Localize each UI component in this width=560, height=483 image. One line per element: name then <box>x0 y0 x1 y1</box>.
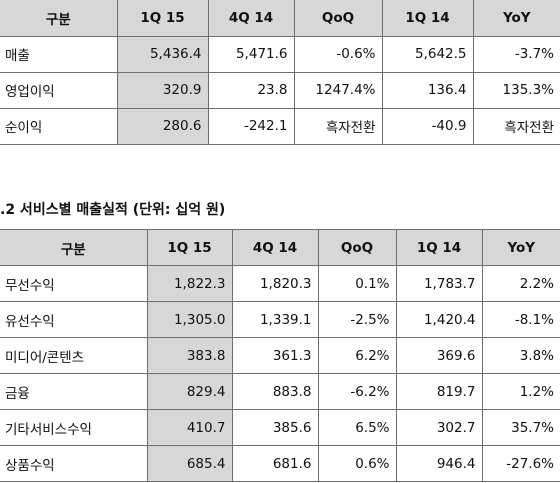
cell-1q15: 5,436.4 <box>116 35 209 73</box>
cell-4q14: 1,820.3 <box>231 265 319 302</box>
cell-1q15: 685.4 <box>146 445 233 482</box>
header-cell: YoY <box>472 0 560 37</box>
cell-qoq: 흑자전환 <box>293 107 383 145</box>
cell-qoq: -6.2% <box>317 373 397 410</box>
header-cell: QoQ <box>293 0 383 37</box>
summary-table: 구분 1Q 15 4Q 14 QoQ 1Q 14 YoY 매출 5,436.4 … <box>0 0 560 145</box>
cell-qoq: 6.5% <box>317 409 397 446</box>
cell-4q14: 23.8 <box>207 71 295 109</box>
cell-yoy: -8.1% <box>481 301 560 338</box>
cell-yoy: -27.6% <box>481 445 560 482</box>
header-cell: 1Q 15 <box>116 0 209 37</box>
header-cell: 1Q 14 <box>395 229 483 266</box>
cell-4q14: 5,471.6 <box>207 35 295 73</box>
cell-1q14: 1,420.4 <box>395 301 483 338</box>
section-title: .2 서비스별 매출실적 (단위: 십억 원) <box>0 202 226 218</box>
cell-1q15: 280.6 <box>116 107 209 145</box>
header-cell: 1Q 15 <box>146 229 233 266</box>
table-row: 무선수익 1,822.3 1,820.3 0.1% 1,783.7 2.2% <box>0 265 560 302</box>
cell-qoq: 1247.4% <box>293 71 383 109</box>
row-label: 영업이익 <box>0 71 118 109</box>
cell-yoy: 35.7% <box>481 409 560 446</box>
row-label: 유선수익 <box>0 301 148 338</box>
row-label: 기타서비스수익 <box>0 409 148 446</box>
cell-qoq: -0.6% <box>293 35 383 73</box>
cell-1q14: -40.9 <box>381 107 474 145</box>
table-row: 상품수익 685.4 681.6 0.6% 946.4 -27.6% <box>0 445 560 482</box>
row-label: 무선수익 <box>0 265 148 302</box>
cell-4q14: 361.3 <box>231 337 319 374</box>
cell-qoq: 0.6% <box>317 445 397 482</box>
row-label: 금융 <box>0 373 148 410</box>
header-cell: 4Q 14 <box>231 229 319 266</box>
cell-qoq: 0.1% <box>317 265 397 302</box>
cell-1q14: 136.4 <box>381 71 474 109</box>
cell-1q14: 369.6 <box>395 337 483 374</box>
cell-4q14: 883.8 <box>231 373 319 410</box>
cell-qoq: -2.5% <box>317 301 397 338</box>
cell-yoy: 흑자전환 <box>472 107 560 145</box>
table-header-row: 구분 1Q 15 4Q 14 QoQ 1Q 14 YoY <box>0 0 560 37</box>
cell-1q15: 410.7 <box>146 409 233 446</box>
table-header-row: 구분 1Q 15 4Q 14 QoQ 1Q 14 YoY <box>0 229 560 266</box>
row-label: 매출 <box>0 35 118 73</box>
cell-1q15: 1,822.3 <box>146 265 233 302</box>
header-cell: 4Q 14 <box>207 0 295 37</box>
cell-yoy: 135.3% <box>472 71 560 109</box>
cell-4q14: 681.6 <box>231 445 319 482</box>
table-row: 기타서비스수익 410.7 385.6 6.5% 302.7 35.7% <box>0 409 560 446</box>
cell-yoy: -3.7% <box>472 35 560 73</box>
cell-4q14: -242.1 <box>207 107 295 145</box>
cell-yoy: 3.8% <box>481 337 560 374</box>
header-cell: QoQ <box>317 229 397 266</box>
cell-yoy: 2.2% <box>481 265 560 302</box>
table-row: 금융 829.4 883.8 -6.2% 819.7 1.2% <box>0 373 560 410</box>
table-row: 매출 5,436.4 5,471.6 -0.6% 5,642.5 -3.7% <box>0 35 560 73</box>
service-revenue-table: 구분 1Q 15 4Q 14 QoQ 1Q 14 YoY 무선수익 1,822.… <box>0 229 560 482</box>
cell-1q14: 1,783.7 <box>395 265 483 302</box>
row-label: 상품수익 <box>0 445 148 482</box>
cell-4q14: 1,339.1 <box>231 301 319 338</box>
cell-1q15: 320.9 <box>116 71 209 109</box>
table-row: 영업이익 320.9 23.8 1247.4% 136.4 135.3% <box>0 71 560 109</box>
cell-1q15: 383.8 <box>146 337 233 374</box>
header-cell: YoY <box>481 229 560 266</box>
cell-1q15: 829.4 <box>146 373 233 410</box>
table-row: 유선수익 1,305.0 1,339.1 -2.5% 1,420.4 -8.1% <box>0 301 560 338</box>
header-cell: 1Q 14 <box>381 0 474 37</box>
cell-yoy: 1.2% <box>481 373 560 410</box>
cell-1q15: 1,305.0 <box>146 301 233 338</box>
table-row: 미디어/콘텐츠 383.8 361.3 6.2% 369.6 3.8% <box>0 337 560 374</box>
cell-4q14: 385.6 <box>231 409 319 446</box>
header-cell: 구분 <box>0 229 148 266</box>
row-label: 미디어/콘텐츠 <box>0 337 148 374</box>
cell-1q14: 302.7 <box>395 409 483 446</box>
table-row: 순이익 280.6 -242.1 흑자전환 -40.9 흑자전환 <box>0 107 560 145</box>
cell-1q14: 5,642.5 <box>381 35 474 73</box>
header-cell: 구분 <box>0 0 118 37</box>
row-label: 순이익 <box>0 107 118 145</box>
cell-1q14: 946.4 <box>395 445 483 482</box>
cell-1q14: 819.7 <box>395 373 483 410</box>
cell-qoq: 6.2% <box>317 337 397 374</box>
